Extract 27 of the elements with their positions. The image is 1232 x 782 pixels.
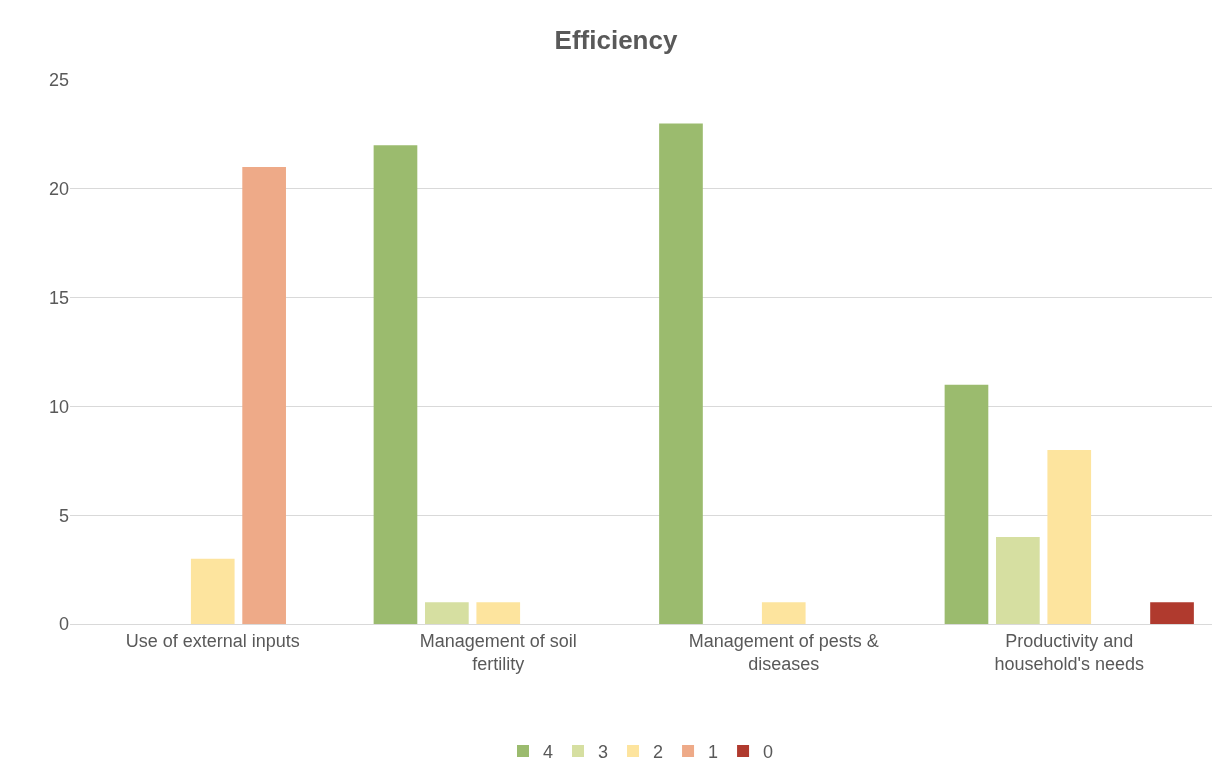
y-tick-label: 5 bbox=[58, 505, 69, 526]
bar bbox=[996, 536, 1040, 624]
bar bbox=[476, 602, 521, 624]
bar bbox=[190, 558, 235, 624]
legend-label: 4 bbox=[543, 742, 554, 763]
legend-label: 1 bbox=[708, 742, 719, 763]
y-tick-label: 15 bbox=[48, 287, 69, 308]
bar bbox=[761, 602, 806, 624]
y-tick-label: 25 bbox=[48, 70, 69, 91]
y-tick-label: 0 bbox=[58, 614, 69, 635]
bar bbox=[659, 123, 703, 624]
x-tick-label: Use of external inputs bbox=[125, 630, 300, 651]
legend-label: 2 bbox=[653, 742, 664, 763]
x-tick-label: Management of pests & diseases bbox=[688, 630, 879, 674]
legend-label: 0 bbox=[763, 742, 774, 763]
bar bbox=[425, 602, 469, 624]
bar bbox=[1047, 449, 1092, 624]
bar bbox=[944, 384, 989, 624]
chart-title: Efficiency bbox=[554, 25, 678, 56]
y-tick-label: 20 bbox=[48, 179, 69, 200]
bar bbox=[373, 145, 418, 624]
x-tick-label: Productivity and household's needs bbox=[994, 630, 1145, 674]
y-tick-label: 10 bbox=[48, 396, 69, 417]
legend-label: 3 bbox=[598, 742, 609, 763]
bar bbox=[1150, 602, 1194, 624]
bar bbox=[242, 167, 286, 624]
x-tick-label: Management of soil fertility bbox=[419, 630, 577, 674]
